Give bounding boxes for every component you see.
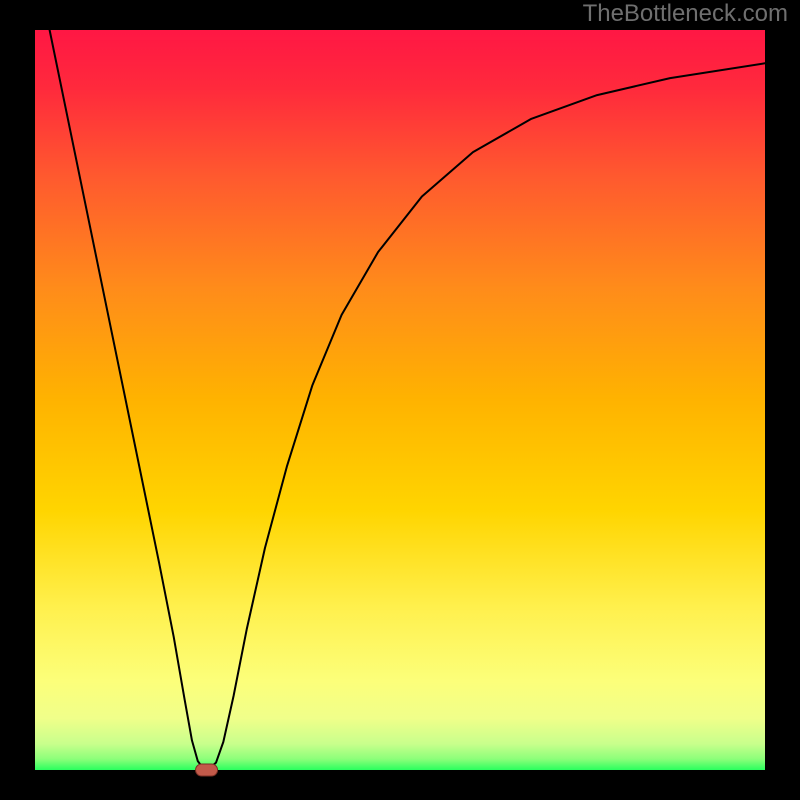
plot-area <box>35 30 765 770</box>
bottleneck-chart-svg <box>0 0 800 800</box>
optimum-marker <box>196 764 218 776</box>
watermark-text: TheBottleneck.com <box>583 0 788 28</box>
chart-frame: TheBottleneck.com <box>0 0 800 800</box>
